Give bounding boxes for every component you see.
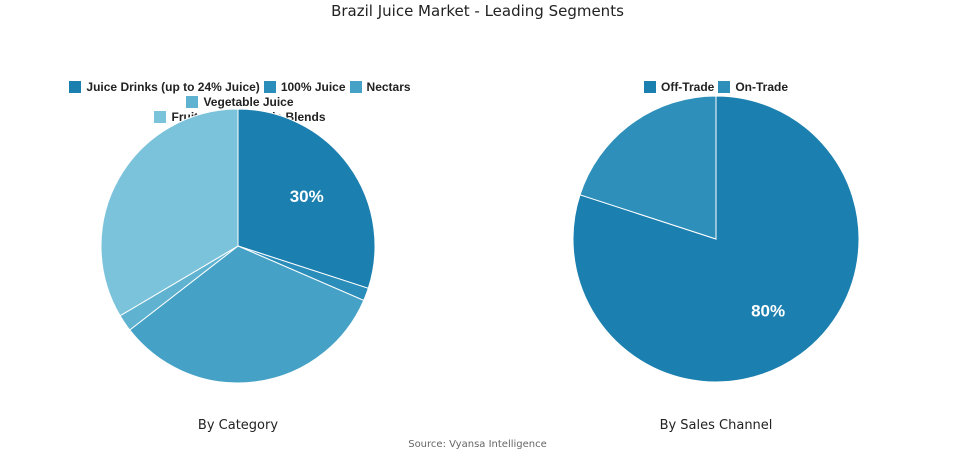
pie-slice[interactable]	[100, 108, 239, 317]
legend-swatch	[643, 81, 656, 93]
pie-slice[interactable]	[237, 108, 376, 289]
legend-item[interactable]: 100% Juice	[263, 80, 346, 95]
chart-title: Brazil Juice Market - Leading Segments	[331, 2, 624, 20]
pie-slice[interactable]	[129, 245, 365, 384]
legend-label: On-Trade	[735, 80, 789, 94]
legend-swatch	[718, 81, 731, 93]
legend-item[interactable]: Nectars	[349, 80, 411, 95]
legend-swatch	[154, 111, 167, 123]
legend-swatch	[69, 81, 82, 93]
legend-item[interactable]: Off-Trade	[643, 80, 715, 95]
legend-label: Nectars	[366, 80, 411, 94]
legend-swatch	[186, 96, 199, 108]
legend-label: 100% Juice	[280, 80, 346, 94]
legend-swatch	[349, 81, 362, 93]
source-note: Source: Vyansa Intelligence	[408, 439, 547, 450]
legend-swatch	[263, 81, 276, 93]
legend-label: Juice Drinks (up to 24% Juice)	[86, 80, 260, 94]
legend-item[interactable]: Vegetable Juice	[186, 95, 294, 110]
slice-label: 80%	[751, 302, 785, 321]
legend-label: Off-Trade	[660, 80, 715, 94]
legend-sales-channel: Off-Trade On-Trade	[566, 80, 866, 95]
legend-item[interactable]: On-Trade	[718, 80, 788, 95]
legend-label: Vegetable Juice	[203, 95, 294, 109]
subtitle-category: By Category	[197, 418, 279, 433]
subtitle-sales-channel: By Sales Channel	[659, 418, 773, 433]
slice-label: 30%	[290, 187, 324, 206]
pie-slice[interactable]	[579, 95, 717, 240]
legend-item[interactable]: Juice Drinks (up to 24% Juice)	[69, 80, 260, 95]
